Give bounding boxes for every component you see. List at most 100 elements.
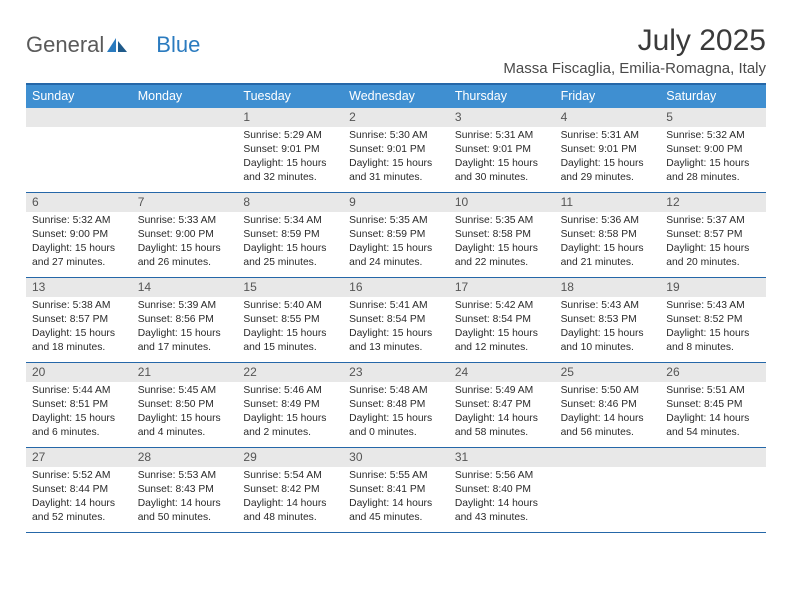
day-number: 12 [660, 193, 766, 212]
day-number: 24 [449, 363, 555, 382]
dayname-thursday: Thursday [449, 85, 555, 108]
day-number [555, 448, 661, 467]
calendar: SundayMondayTuesdayWednesdayThursdayFrid… [26, 83, 766, 533]
day-details: Sunrise: 5:39 AMSunset: 8:56 PMDaylight:… [132, 297, 238, 359]
logo-sail-icon [106, 36, 128, 54]
day-number: 16 [343, 278, 449, 297]
day-number: 17 [449, 278, 555, 297]
calendar-cell: 28Sunrise: 5:53 AMSunset: 8:43 PMDayligh… [132, 448, 238, 532]
day-details: Sunrise: 5:32 AMSunset: 9:00 PMDaylight:… [26, 212, 132, 274]
day-details: Sunrise: 5:43 AMSunset: 8:52 PMDaylight:… [660, 297, 766, 359]
calendar-cell [555, 448, 661, 532]
dayname-sunday: Sunday [26, 85, 132, 108]
day-number: 2 [343, 108, 449, 127]
calendar-cell: 23Sunrise: 5:48 AMSunset: 8:48 PMDayligh… [343, 363, 449, 447]
day-details: Sunrise: 5:40 AMSunset: 8:55 PMDaylight:… [237, 297, 343, 359]
calendar-cell: 14Sunrise: 5:39 AMSunset: 8:56 PMDayligh… [132, 278, 238, 362]
day-number: 20 [26, 363, 132, 382]
day-details: Sunrise: 5:30 AMSunset: 9:01 PMDaylight:… [343, 127, 449, 189]
location: Massa Fiscaglia, Emilia-Romagna, Italy [503, 60, 766, 77]
day-details: Sunrise: 5:44 AMSunset: 8:51 PMDaylight:… [26, 382, 132, 444]
day-number: 11 [555, 193, 661, 212]
dayname-wednesday: Wednesday [343, 85, 449, 108]
calendar-cell: 1Sunrise: 5:29 AMSunset: 9:01 PMDaylight… [237, 108, 343, 192]
day-number: 10 [449, 193, 555, 212]
calendar-cell: 19Sunrise: 5:43 AMSunset: 8:52 PMDayligh… [660, 278, 766, 362]
day-number: 4 [555, 108, 661, 127]
calendar-cell: 2Sunrise: 5:30 AMSunset: 9:01 PMDaylight… [343, 108, 449, 192]
day-number: 5 [660, 108, 766, 127]
day-details: Sunrise: 5:56 AMSunset: 8:40 PMDaylight:… [449, 467, 555, 529]
calendar-cell: 21Sunrise: 5:45 AMSunset: 8:50 PMDayligh… [132, 363, 238, 447]
day-number [26, 108, 132, 127]
calendar-cell: 27Sunrise: 5:52 AMSunset: 8:44 PMDayligh… [26, 448, 132, 532]
day-number: 30 [343, 448, 449, 467]
day-number: 28 [132, 448, 238, 467]
week-row: 6Sunrise: 5:32 AMSunset: 9:00 PMDaylight… [26, 193, 766, 278]
calendar-cell: 17Sunrise: 5:42 AMSunset: 8:54 PMDayligh… [449, 278, 555, 362]
day-number: 9 [343, 193, 449, 212]
day-details: Sunrise: 5:50 AMSunset: 8:46 PMDaylight:… [555, 382, 661, 444]
header: General Blue July 2025 Massa Fiscaglia, … [26, 24, 766, 77]
week-row: 20Sunrise: 5:44 AMSunset: 8:51 PMDayligh… [26, 363, 766, 448]
calendar-cell: 25Sunrise: 5:50 AMSunset: 8:46 PMDayligh… [555, 363, 661, 447]
calendar-cell: 11Sunrise: 5:36 AMSunset: 8:58 PMDayligh… [555, 193, 661, 277]
calendar-cell: 24Sunrise: 5:49 AMSunset: 8:47 PMDayligh… [449, 363, 555, 447]
calendar-cell: 16Sunrise: 5:41 AMSunset: 8:54 PMDayligh… [343, 278, 449, 362]
day-details: Sunrise: 5:46 AMSunset: 8:49 PMDaylight:… [237, 382, 343, 444]
day-number: 3 [449, 108, 555, 127]
day-details: Sunrise: 5:32 AMSunset: 9:00 PMDaylight:… [660, 127, 766, 189]
day-number: 23 [343, 363, 449, 382]
day-details: Sunrise: 5:51 AMSunset: 8:45 PMDaylight:… [660, 382, 766, 444]
calendar-cell: 30Sunrise: 5:55 AMSunset: 8:41 PMDayligh… [343, 448, 449, 532]
day-details: Sunrise: 5:37 AMSunset: 8:57 PMDaylight:… [660, 212, 766, 274]
day-number: 15 [237, 278, 343, 297]
day-number: 7 [132, 193, 238, 212]
day-number: 31 [449, 448, 555, 467]
calendar-cell: 31Sunrise: 5:56 AMSunset: 8:40 PMDayligh… [449, 448, 555, 532]
day-number: 1 [237, 108, 343, 127]
day-details: Sunrise: 5:43 AMSunset: 8:53 PMDaylight:… [555, 297, 661, 359]
calendar-cell: 15Sunrise: 5:40 AMSunset: 8:55 PMDayligh… [237, 278, 343, 362]
calendar-cell: 8Sunrise: 5:34 AMSunset: 8:59 PMDaylight… [237, 193, 343, 277]
day-details: Sunrise: 5:35 AMSunset: 8:59 PMDaylight:… [343, 212, 449, 274]
day-details: Sunrise: 5:34 AMSunset: 8:59 PMDaylight:… [237, 212, 343, 274]
calendar-cell: 7Sunrise: 5:33 AMSunset: 9:00 PMDaylight… [132, 193, 238, 277]
dayname-row: SundayMondayTuesdayWednesdayThursdayFrid… [26, 85, 766, 108]
dayname-friday: Friday [555, 85, 661, 108]
calendar-cell: 9Sunrise: 5:35 AMSunset: 8:59 PMDaylight… [343, 193, 449, 277]
calendar-cell: 4Sunrise: 5:31 AMSunset: 9:01 PMDaylight… [555, 108, 661, 192]
calendar-cell: 20Sunrise: 5:44 AMSunset: 8:51 PMDayligh… [26, 363, 132, 447]
day-number: 8 [237, 193, 343, 212]
calendar-cell [660, 448, 766, 532]
day-details: Sunrise: 5:45 AMSunset: 8:50 PMDaylight:… [132, 382, 238, 444]
calendar-cell [26, 108, 132, 192]
logo-text-1: General [26, 32, 104, 58]
week-row: 27Sunrise: 5:52 AMSunset: 8:44 PMDayligh… [26, 448, 766, 533]
day-details: Sunrise: 5:52 AMSunset: 8:44 PMDaylight:… [26, 467, 132, 529]
dayname-saturday: Saturday [660, 85, 766, 108]
week-row: 1Sunrise: 5:29 AMSunset: 9:01 PMDaylight… [26, 108, 766, 193]
dayname-monday: Monday [132, 85, 238, 108]
calendar-cell [132, 108, 238, 192]
day-details: Sunrise: 5:31 AMSunset: 9:01 PMDaylight:… [449, 127, 555, 189]
day-number: 29 [237, 448, 343, 467]
day-details: Sunrise: 5:48 AMSunset: 8:48 PMDaylight:… [343, 382, 449, 444]
calendar-cell: 29Sunrise: 5:54 AMSunset: 8:42 PMDayligh… [237, 448, 343, 532]
calendar-cell: 5Sunrise: 5:32 AMSunset: 9:00 PMDaylight… [660, 108, 766, 192]
day-details: Sunrise: 5:35 AMSunset: 8:58 PMDaylight:… [449, 212, 555, 274]
day-details: Sunrise: 5:55 AMSunset: 8:41 PMDaylight:… [343, 467, 449, 529]
day-number [132, 108, 238, 127]
logo: General Blue [26, 24, 200, 58]
day-details: Sunrise: 5:41 AMSunset: 8:54 PMDaylight:… [343, 297, 449, 359]
day-details: Sunrise: 5:33 AMSunset: 9:00 PMDaylight:… [132, 212, 238, 274]
calendar-cell: 26Sunrise: 5:51 AMSunset: 8:45 PMDayligh… [660, 363, 766, 447]
day-details: Sunrise: 5:36 AMSunset: 8:58 PMDaylight:… [555, 212, 661, 274]
day-details: Sunrise: 5:42 AMSunset: 8:54 PMDaylight:… [449, 297, 555, 359]
calendar-cell: 3Sunrise: 5:31 AMSunset: 9:01 PMDaylight… [449, 108, 555, 192]
day-details: Sunrise: 5:54 AMSunset: 8:42 PMDaylight:… [237, 467, 343, 529]
day-number: 25 [555, 363, 661, 382]
day-number: 14 [132, 278, 238, 297]
calendar-cell: 6Sunrise: 5:32 AMSunset: 9:00 PMDaylight… [26, 193, 132, 277]
month-title: July 2025 [503, 24, 766, 58]
